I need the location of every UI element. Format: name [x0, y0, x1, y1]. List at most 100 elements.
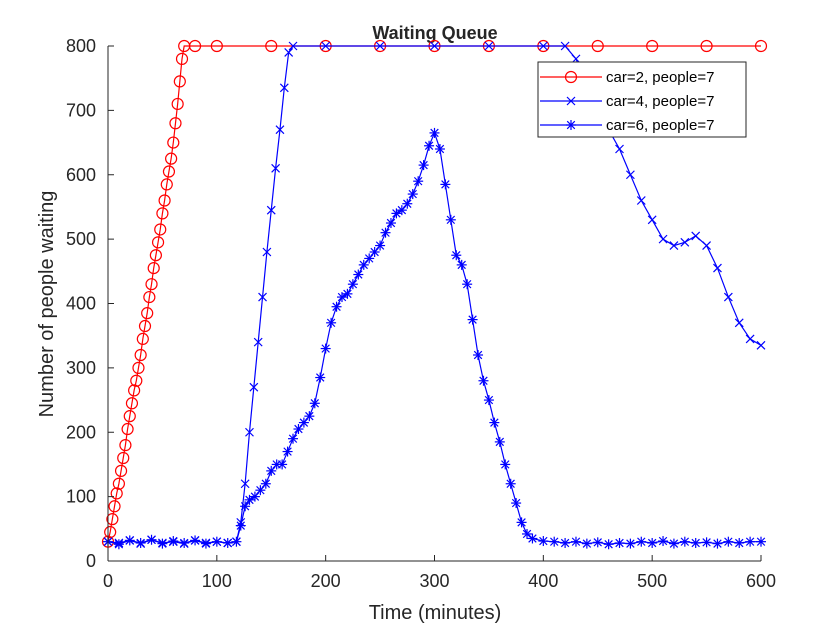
series-car-4-people-7-point-15	[245, 427, 254, 437]
legend-items: car=2, people=7 car=4, people=7 car=6, peo…	[540, 69, 714, 134]
series-car-6-people-7-point-79	[658, 536, 669, 547]
series-car-6-people-7-point-60	[489, 417, 500, 428]
chart-title: Waiting Queue	[372, 23, 497, 43]
series-car-6-people-7-point-68	[538, 536, 549, 547]
series-car-6-people-7-point-33	[342, 288, 353, 299]
series-car-6-people-7-point-53	[451, 250, 462, 261]
series-car-6-people-7-point-66	[522, 528, 533, 539]
series-car-6-people-7-point-55	[462, 279, 473, 290]
series-car-4-people-7-point-42	[680, 237, 690, 247]
series-car-6-people-7-point-36	[358, 259, 369, 270]
y-tick-label-4: 400	[66, 294, 96, 314]
series-car-6-people-7-point-84	[712, 538, 723, 549]
series-car-4-people-7-point-44	[702, 241, 712, 250]
series-car-2-people-7-point-17	[138, 319, 152, 333]
x-tick-label-3: 300	[419, 571, 449, 591]
series-car-2-people-7-point-29	[165, 152, 178, 165]
series-car-2-people-7-point-4	[110, 487, 123, 500]
series-car-6-people-7-point-7	[179, 537, 190, 548]
series-car-2-people-7-point-36	[188, 39, 202, 53]
series-car-6-people-7-point-73	[592, 537, 603, 548]
series-car-6-people-7-point-19	[266, 465, 277, 476]
series-car-6-people-7-point-26	[304, 411, 315, 422]
series-car-4-people-7-point-29	[484, 41, 494, 51]
series-car-6-people-7-point-61	[494, 436, 505, 447]
series-car-6-people-7-point-67	[527, 533, 538, 544]
series-car-6-people-7-point-54	[456, 259, 467, 270]
series-car-6-people-7-point-32	[336, 292, 347, 303]
series-car-2-people-7-point-38	[265, 39, 278, 53]
series-car-2-people-7-point-12	[128, 384, 141, 397]
series-car-6-people-7-point-58	[478, 375, 489, 386]
series-car-4-people-7-point-16	[249, 382, 259, 392]
x-axis-label: Time (minutes)	[369, 602, 502, 624]
legend-item-car-2-people-7: car=2, people=7	[540, 69, 714, 86]
series-car-4-people-7-point-47	[734, 318, 744, 328]
series-car-2-people-7-point-31	[169, 117, 182, 130]
series-car-2-people-7-point-33	[173, 75, 186, 88]
series-car-6-people-7-point-63	[505, 478, 516, 489]
legend-item-car-6-people-7: car=6, people=7	[540, 117, 714, 134]
x-tick-label-0: 0	[103, 571, 113, 591]
y-axis-label: Number of people waiting	[36, 191, 58, 418]
series-car-6-people-7-point-76	[625, 538, 636, 549]
series-car-4-people-7-point-48	[745, 334, 755, 344]
legend-label-car-2-people-7: car=2, people=7	[606, 69, 714, 86]
series-car-6-people-7-point-40	[380, 227, 391, 238]
series-car-6-people-7-point-34	[347, 279, 358, 290]
series-car-6-people-7-point-57	[473, 350, 484, 360]
series-car-6-people-7-point-14	[240, 501, 251, 512]
series-car-2-people-7-point-47	[754, 39, 768, 53]
series-car-2-people-7-point-26	[158, 194, 171, 207]
series-car-2-people-7-point-3	[108, 500, 121, 513]
series-car-2-people-7-point-1	[104, 525, 117, 539]
series-car-6-people-7-point-43	[396, 205, 407, 216]
series-car-6-people-7-point-10	[211, 536, 222, 547]
series-car-2-people-7-point-15	[134, 348, 147, 362]
series-car-6-people-7-point-5	[157, 538, 168, 549]
series-car-4-people-7-point-31	[560, 41, 570, 51]
series-car-4-people-7-point-22	[275, 125, 285, 135]
legend-label-car-4-people-7: car=4, people=7	[606, 93, 714, 110]
series-car-6-people-7-point-6	[168, 536, 179, 547]
series-car-2-people-7-point-13	[130, 374, 143, 387]
series-car-6-people-7-point-83	[701, 537, 712, 548]
series-car-6-people-7	[103, 127, 766, 550]
series-car-6-people-7-point-51	[440, 179, 451, 190]
series-car-4-people-7-point-24	[284, 48, 294, 57]
series-car-6-people-7-point-25	[298, 417, 309, 428]
series-car-6-people-7-point-21	[277, 459, 288, 470]
series-car-6-people-7-point-12	[231, 536, 242, 547]
series-car-4-people-7-point-49	[756, 340, 766, 350]
series-car-6-people-7-point-77	[636, 536, 647, 547]
series-car-6-people-7-point-23	[288, 433, 299, 444]
y-tick-label-2: 200	[66, 422, 96, 442]
x-tick-label-5: 500	[637, 571, 667, 591]
series-car-6-people-7-point-74	[603, 539, 614, 550]
series-car-2-people-7-point-25	[156, 207, 169, 220]
series-car-4-people-7-point-17	[253, 337, 263, 347]
series-car-6-people-7-point-69	[549, 536, 560, 547]
series-car-4-people-7-point-26	[321, 41, 331, 51]
series-car-2-people-7-point-5	[112, 477, 125, 490]
x-tick-label-2: 200	[311, 571, 341, 591]
series-car-4-people-7-point-30	[538, 41, 548, 51]
y-tick-label-7: 700	[66, 100, 96, 120]
series-car-6-people-7-point-88	[756, 536, 766, 547]
series-car-2-people-7-point-37	[210, 39, 223, 53]
series-car-6-people-7-point-45	[407, 189, 418, 200]
series-car-6-people-7-point-4	[146, 534, 157, 545]
series-car-2-people-7-point-6	[114, 464, 128, 477]
legend-marker-car-6-people-7-point-0	[566, 120, 576, 130]
series-car-6-people-7-point-59	[483, 395, 494, 406]
series-car-6-people-7-point-49	[429, 127, 440, 138]
series-car-6-people-7-point-2	[124, 535, 135, 546]
series-car-6-people-7-point-30	[326, 317, 337, 328]
series-car-2-people-7-point-2	[106, 513, 119, 526]
series-car-4-people-7-point-27	[375, 41, 385, 51]
series-car-6-people-7-point-39	[375, 240, 386, 251]
series-car-2-people-7-point-9	[121, 422, 134, 436]
series-car-6-people-7-point-80	[668, 538, 679, 549]
